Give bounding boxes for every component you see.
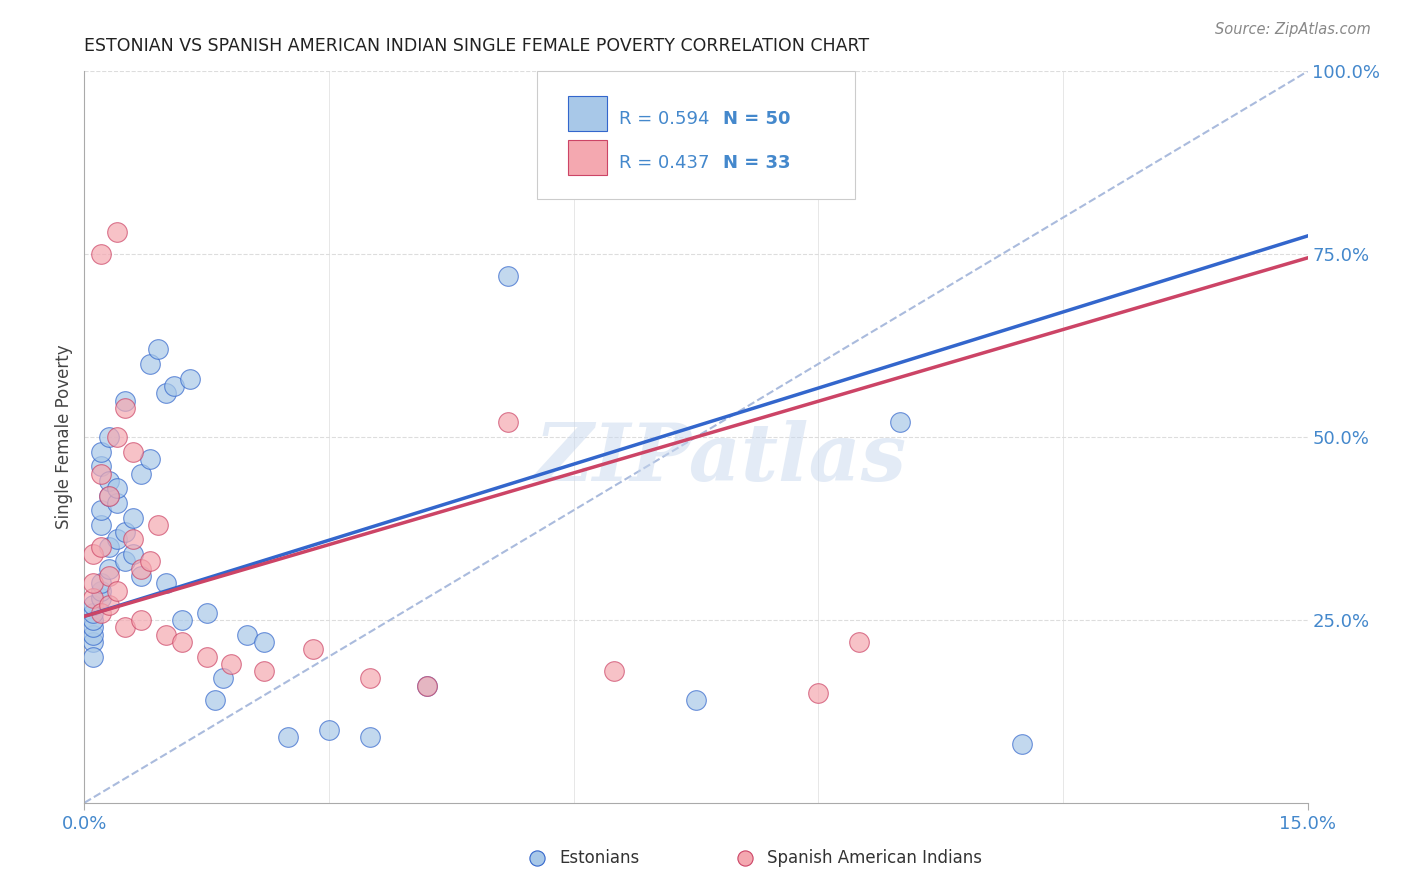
Point <box>90 583 112 598</box>
Point <box>253 664 276 678</box>
Point <box>105 533 128 547</box>
Point <box>82 620 104 634</box>
Point <box>82 649 104 664</box>
Point <box>105 225 128 239</box>
Point <box>90 247 112 261</box>
Point <box>90 467 112 481</box>
Point <box>155 627 177 641</box>
Point <box>82 613 104 627</box>
Point <box>114 620 136 634</box>
Point <box>97 599 120 613</box>
Point <box>114 554 136 568</box>
Text: Spanish American Indians: Spanish American Indians <box>766 848 981 867</box>
Text: N = 33: N = 33 <box>723 153 790 172</box>
Point <box>122 533 145 547</box>
Point <box>219 657 242 671</box>
Point <box>277 730 299 744</box>
Point <box>253 635 276 649</box>
FancyBboxPatch shape <box>568 140 606 175</box>
Point <box>82 547 104 561</box>
Point <box>97 569 120 583</box>
Point <box>122 547 145 561</box>
Point <box>848 635 870 649</box>
Point <box>155 576 177 591</box>
Point <box>90 540 112 554</box>
Point <box>359 672 381 686</box>
FancyBboxPatch shape <box>537 71 855 200</box>
Point <box>90 459 112 474</box>
Point <box>195 606 218 620</box>
Point <box>90 503 112 517</box>
Text: N = 50: N = 50 <box>723 110 790 128</box>
Point <box>1011 737 1033 751</box>
Point <box>90 444 112 458</box>
Point <box>97 540 120 554</box>
Point <box>105 481 128 495</box>
Point <box>97 474 120 488</box>
Point <box>138 357 160 371</box>
Point <box>138 452 160 467</box>
Point <box>172 613 194 627</box>
Point <box>82 635 104 649</box>
Point <box>236 627 259 641</box>
Point <box>163 379 186 393</box>
Point <box>155 386 177 401</box>
Point <box>90 591 112 605</box>
Point <box>90 606 112 620</box>
Point <box>318 723 340 737</box>
Point <box>179 371 201 385</box>
Point <box>114 401 136 415</box>
Y-axis label: Single Female Poverty: Single Female Poverty <box>55 345 73 529</box>
Point <box>146 517 169 532</box>
Point <box>138 554 160 568</box>
Point <box>131 467 153 481</box>
Point <box>807 686 830 700</box>
Point <box>82 591 104 605</box>
Point <box>359 730 381 744</box>
Point <box>90 517 112 532</box>
Point <box>889 416 911 430</box>
Point <box>82 599 104 613</box>
Point <box>82 576 104 591</box>
Point <box>416 679 439 693</box>
Text: Estonians: Estonians <box>560 848 640 867</box>
Text: R = 0.594: R = 0.594 <box>619 110 710 128</box>
Point <box>301 642 323 657</box>
Point <box>105 496 128 510</box>
Text: ESTONIAN VS SPANISH AMERICAN INDIAN SINGLE FEMALE POVERTY CORRELATION CHART: ESTONIAN VS SPANISH AMERICAN INDIAN SING… <box>84 37 869 54</box>
Point <box>146 343 169 357</box>
Text: Source: ZipAtlas.com: Source: ZipAtlas.com <box>1215 22 1371 37</box>
Point <box>172 635 194 649</box>
Point <box>97 489 120 503</box>
Point <box>212 672 235 686</box>
Point <box>90 576 112 591</box>
Point <box>498 269 520 284</box>
Point <box>195 649 218 664</box>
Point <box>122 444 145 458</box>
Text: R = 0.437: R = 0.437 <box>619 153 710 172</box>
Point <box>97 562 120 576</box>
Point <box>685 693 707 707</box>
FancyBboxPatch shape <box>568 96 606 131</box>
Point <box>97 489 120 503</box>
Point <box>105 430 128 444</box>
Point <box>114 525 136 540</box>
Point <box>82 606 104 620</box>
Point <box>416 679 439 693</box>
Point <box>131 613 153 627</box>
Point <box>82 627 104 641</box>
Text: ZIPatlas: ZIPatlas <box>534 420 907 498</box>
Point <box>204 693 226 707</box>
Point <box>122 510 145 524</box>
Point <box>498 416 520 430</box>
Point <box>114 393 136 408</box>
Point <box>603 664 626 678</box>
Point <box>97 430 120 444</box>
Point <box>131 569 153 583</box>
Point <box>131 562 153 576</box>
Point <box>105 583 128 598</box>
